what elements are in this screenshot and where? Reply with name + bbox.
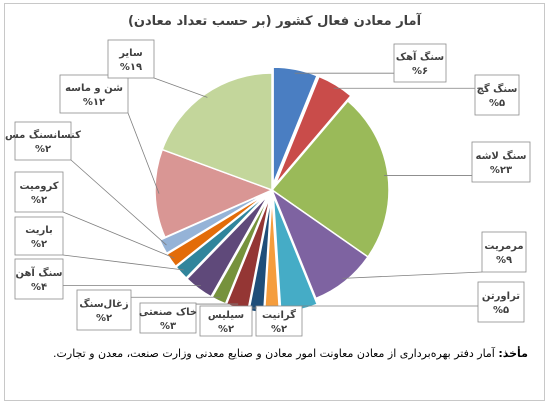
leader-line [70,159,167,246]
data-label-name: کنسانسنگ مس [5,129,81,141]
data-label-name: زغال‌سنگ [79,298,128,310]
data-label-value: %۲ [31,239,47,250]
data-label-name: سنگ آهن [16,266,63,279]
source-note: مأخذ: آمار دفتر بهره‌برداری از معادن معا… [53,347,528,360]
data-label-value: %۲ [96,313,112,324]
source-label: مأخذ: [498,347,528,360]
data-label-name: سنگ لاشه [476,150,527,162]
data-label: کنسانسنگ مس %۲ [5,121,81,161]
data-label-value: %۲۳ [490,165,512,176]
data-label-value: %۵ [489,98,505,109]
data-label-name: سنگ گچ [477,82,518,95]
data-label: سایر %۱۹ [107,39,155,79]
data-label-box [14,258,64,300]
source-text: آمار دفتر بهره‌برداری از معادن معاونت ام… [53,347,495,360]
data-label-box [255,305,303,337]
pie-slice [270,187,370,300]
data-label-name: سایر [118,48,143,59]
pie-slice [274,75,353,186]
data-label-name: سنگ آهک [396,50,444,63]
leader-line [342,271,483,279]
data-label-name: شن و ماسه [65,83,123,94]
data-label-box [59,74,129,114]
data-label: مرمریت %۹ [481,231,527,273]
data-label-box [474,74,520,116]
data-label: سنگ آهن %۴ [14,258,64,300]
data-label-box [14,121,72,161]
leader-line [153,77,208,98]
data-label-box [14,171,64,213]
data-label-name: باریت [25,225,53,236]
data-label-value: %۴ [31,282,47,293]
data-label: کرومیت %۲ [14,171,64,213]
data-label-name: تراورتن [482,291,520,302]
data-label-box [477,281,525,323]
data-label-box [199,305,253,337]
data-label: تراورتن %۵ [477,281,525,323]
data-label-box [107,39,155,79]
data-label-value: %۲ [35,144,51,155]
data-label-value: %۲ [271,324,287,335]
data-label-box [393,43,447,83]
pie-slices [154,66,390,314]
leader-line [62,254,184,271]
data-label: سیلیس %۲ [199,305,253,337]
data-label-box [471,141,531,183]
data-label-name: سیلیس [208,310,244,321]
data-label: سنگ لاشه %۲۳ [471,141,531,183]
data-label-name: خاک صنعتی [139,307,197,318]
chart-title: آمار معادن فعال کشور (بر حسب تعداد معادن… [127,14,422,29]
data-label-value: %۱۹ [120,62,142,73]
data-label-name: گرانیت [262,308,296,321]
data-label: باریت %۲ [14,216,64,256]
data-label-name: مرمریت [484,241,523,252]
pie-slice [165,192,268,268]
data-label: شن و ماسه %۱۲ [59,74,129,114]
leader-line [62,211,175,259]
data-label-box [139,302,197,334]
data-label: گرانیت %۲ [255,305,303,337]
data-label-box [76,289,132,331]
data-label: خاک صنعتی %۳ [139,302,197,334]
pie-slice [154,148,274,239]
data-label-value: %۲ [218,324,234,335]
data-label-value: %۶ [412,66,428,77]
data-label-box [481,231,527,273]
data-label-value: %۱۲ [83,97,105,108]
data-label: سنگ گچ %۵ [474,74,520,116]
data-label-value: %۵ [493,305,509,316]
pie-slice [158,192,268,255]
data-label-value: %۲ [31,195,47,206]
data-label: زغال‌سنگ %۲ [76,289,132,331]
pie-slice [161,72,273,192]
pie-slice [272,66,319,185]
data-label-name: کرومیت [19,181,58,192]
pie-slice [175,193,269,280]
leader-line [127,112,160,194]
pie-slice [185,194,270,298]
data-label-value: %۳ [160,321,176,332]
data-label: سنگ آهک %۶ [393,43,447,83]
data-label-value: %۹ [496,255,512,266]
data-label-box [14,216,64,256]
pie-slice [270,99,390,258]
